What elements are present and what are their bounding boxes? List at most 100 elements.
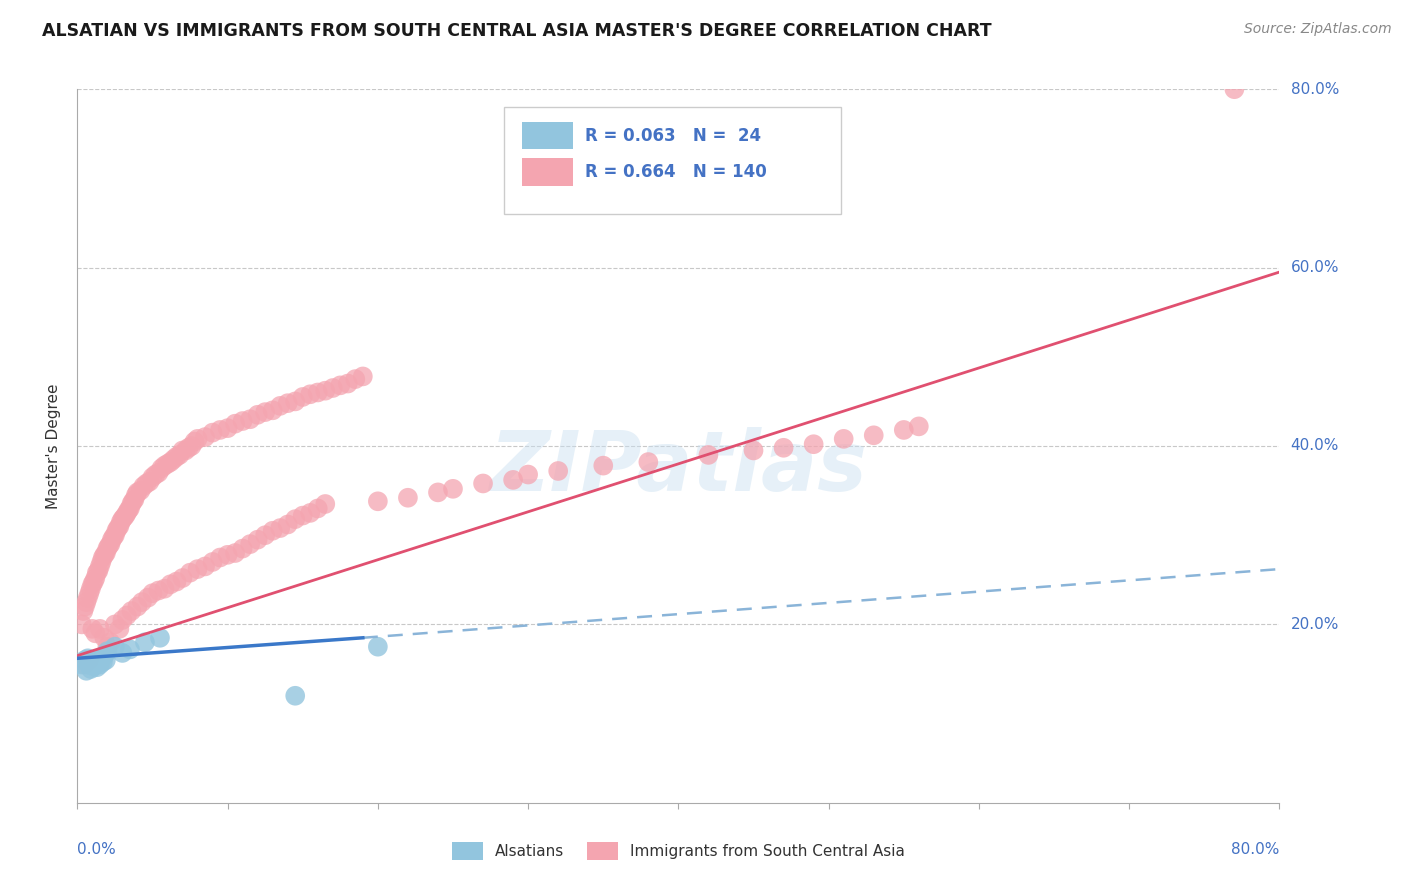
Point: [201, 425, 224, 440]
Point: [86, 566, 108, 580]
Point: [129, 483, 152, 498]
Point: [322, 381, 344, 395]
Point: [1223, 82, 1246, 96]
Point: [86, 660, 108, 674]
Point: [284, 689, 307, 703]
Point: [111, 646, 134, 660]
Point: [156, 457, 179, 471]
Point: [108, 519, 131, 533]
Point: [84, 571, 107, 585]
Point: [291, 508, 314, 523]
Point: [217, 421, 239, 435]
Point: [254, 528, 277, 542]
Point: [148, 583, 170, 598]
Point: [201, 555, 224, 569]
Point: [105, 524, 128, 538]
Point: [169, 448, 191, 462]
Point: [136, 591, 159, 605]
Point: [893, 423, 915, 437]
Point: [75, 595, 97, 609]
Point: [908, 419, 931, 434]
Point: [112, 510, 135, 524]
Point: [262, 403, 284, 417]
Point: [352, 369, 374, 384]
Point: [299, 387, 322, 401]
Point: [232, 541, 254, 556]
Point: [73, 657, 96, 672]
Point: [87, 564, 110, 578]
Text: ALSATIAN VS IMMIGRANTS FROM SOUTH CENTRAL ASIA MASTER'S DEGREE CORRELATION CHART: ALSATIAN VS IMMIGRANTS FROM SOUTH CENTRA…: [42, 22, 991, 40]
Point: [547, 464, 569, 478]
Text: 40.0%: 40.0%: [1291, 439, 1339, 453]
Point: [254, 405, 277, 419]
Point: [592, 458, 614, 473]
Point: [186, 562, 209, 576]
Point: [284, 394, 307, 409]
Point: [131, 595, 153, 609]
Point: [73, 599, 96, 614]
Point: [179, 566, 201, 580]
Point: [209, 550, 232, 565]
Point: [246, 533, 269, 547]
Point: [124, 492, 146, 507]
Point: [127, 599, 149, 614]
Point: [76, 591, 98, 605]
Point: [277, 517, 299, 532]
Point: [80, 582, 103, 596]
Point: [70, 657, 93, 672]
Point: [89, 622, 111, 636]
Point: [299, 506, 322, 520]
Point: [291, 390, 314, 404]
FancyBboxPatch shape: [505, 107, 841, 214]
Point: [217, 548, 239, 562]
Text: Source: ZipAtlas.com: Source: ZipAtlas.com: [1244, 22, 1392, 37]
Text: 60.0%: 60.0%: [1291, 260, 1339, 275]
Text: 20.0%: 20.0%: [1291, 617, 1339, 632]
Point: [120, 604, 142, 618]
Point: [307, 385, 329, 400]
Point: [97, 539, 120, 553]
Point: [141, 470, 163, 484]
Point: [84, 656, 107, 670]
Point: [132, 479, 155, 493]
Point: [87, 653, 110, 667]
Point: [83, 659, 105, 673]
Text: R = 0.063   N =  24: R = 0.063 N = 24: [585, 127, 761, 145]
Point: [75, 664, 97, 678]
Point: [89, 559, 111, 574]
Point: [186, 432, 209, 446]
Point: [269, 521, 291, 535]
Point: [90, 651, 112, 665]
Point: [117, 503, 139, 517]
Point: [153, 458, 176, 473]
Point: [80, 662, 103, 676]
Point: [172, 443, 194, 458]
Point: [100, 635, 122, 649]
Point: [172, 571, 194, 585]
Point: [153, 582, 176, 596]
Point: [314, 497, 336, 511]
Point: [127, 485, 149, 500]
Point: [115, 608, 138, 623]
Point: [224, 417, 246, 431]
Point: [314, 384, 336, 398]
Point: [135, 476, 157, 491]
Point: [115, 506, 138, 520]
Point: [72, 604, 94, 618]
Point: [803, 437, 825, 451]
Point: [82, 577, 104, 591]
Point: [159, 577, 181, 591]
Point: [284, 512, 307, 526]
Point: [162, 452, 184, 467]
Point: [82, 655, 104, 669]
Point: [101, 533, 124, 547]
Point: [246, 408, 269, 422]
Point: [502, 473, 524, 487]
Point: [94, 653, 117, 667]
Text: ZIPatlas: ZIPatlas: [489, 427, 868, 508]
Point: [79, 653, 101, 667]
Point: [194, 559, 217, 574]
Point: [336, 376, 359, 391]
Point: [232, 414, 254, 428]
Point: [174, 443, 197, 458]
